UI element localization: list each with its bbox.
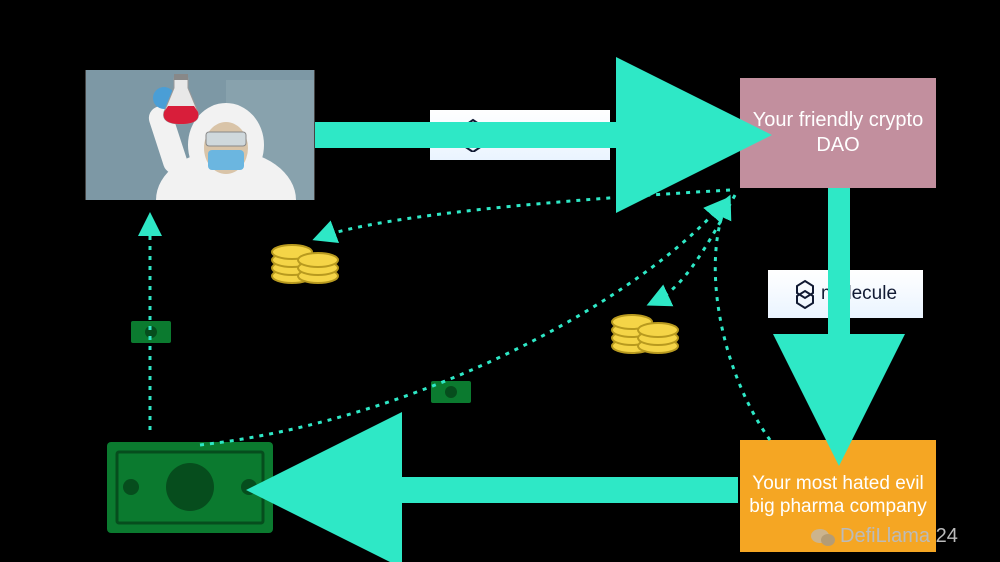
money-bill-icon [430, 380, 472, 404]
dotted-dao-to-coins1 [318, 190, 730, 238]
small-bill-2 [430, 380, 472, 404]
coin-stack-2 [610, 300, 680, 355]
dao-box: Your friendly crypto DAO [740, 78, 936, 188]
wechat-icon [810, 526, 836, 548]
molecule-box-right: molecule [768, 270, 923, 318]
scientist-photo [85, 70, 315, 200]
money-bill-icon [105, 440, 275, 535]
big-money-bill [105, 440, 275, 535]
dotted-pharma-to-dao [715, 200, 770, 440]
pharma-label: Your most hated evil big pharma company [746, 473, 930, 519]
coin-stack-1 [270, 230, 340, 285]
molecule-box-top: molecule [430, 110, 610, 160]
watermark-text: DefiLlama 24 [840, 525, 958, 548]
watermark: DefiLlama 24 [810, 525, 958, 548]
coins-icon [610, 300, 680, 355]
money-bill-icon [130, 320, 172, 344]
molecule-top-label: molecule [492, 122, 580, 148]
molecule-icon [794, 279, 816, 309]
dotted-dao-to-coins2 [652, 195, 735, 303]
molecule-icon [460, 118, 486, 152]
small-bill-1 [130, 320, 172, 344]
coins-icon [270, 230, 340, 285]
scientist-illustration-svg [86, 70, 314, 200]
dao-label: Your friendly crypto DAO [748, 108, 928, 158]
molecule-right-label: molecule [821, 283, 897, 305]
